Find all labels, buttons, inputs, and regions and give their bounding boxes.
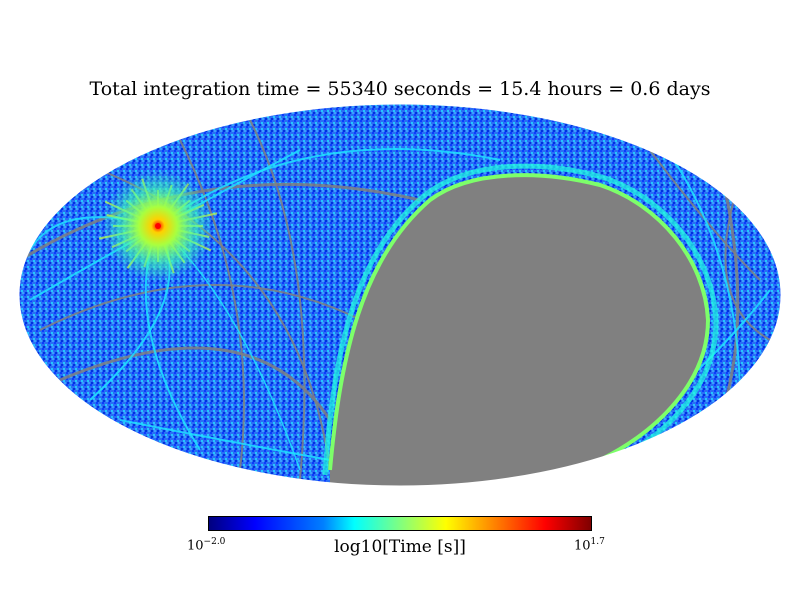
scan-streak: [249, 119, 306, 481]
hotspot-peak: [155, 223, 161, 229]
scan-streak: [119, 419, 331, 461]
scan-streak: [39, 284, 381, 331]
mask-edge-halo: [322, 163, 719, 476]
scan-streak: [179, 139, 245, 471]
colorbar-min-label: 10−2.0: [187, 537, 226, 554]
colorbar-max-label: 101.7: [574, 537, 605, 554]
colorbar: [208, 516, 592, 531]
map-boundary: [18, 103, 782, 487]
chart-title: Total integration time = 55340 seconds =…: [89, 78, 711, 100]
scan-streak: [19, 182, 421, 262]
scan-streak: [59, 346, 332, 421]
scan-streak: [659, 139, 741, 401]
mask-edge-highlight: [328, 173, 711, 471]
scan-streak: [724, 179, 771, 341]
masked-region: [330, 175, 708, 486]
colorbar-title: log10[Time [s]]: [334, 537, 466, 557]
